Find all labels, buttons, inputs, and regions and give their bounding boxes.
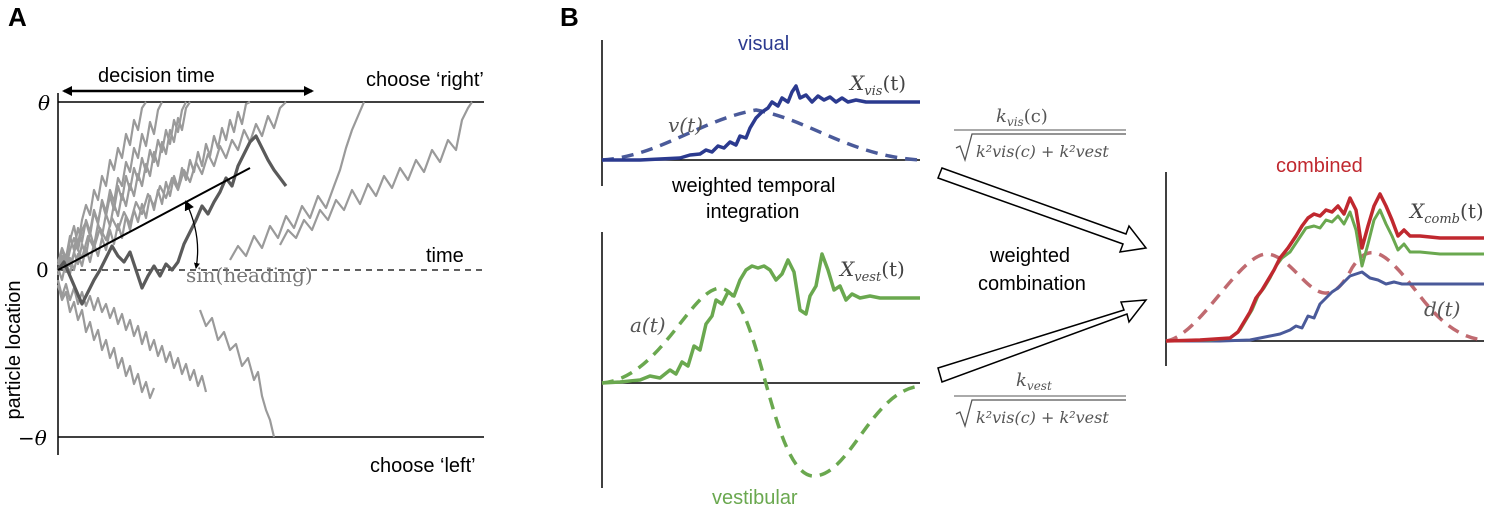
combined-plot: combined Xcomb(t) d(t) (1165, 155, 1485, 366)
choose-right-label: choose ‘right’ (366, 69, 484, 91)
time-label: time (426, 245, 464, 267)
hollow-arrow-from-visual (937, 167, 1148, 253)
y-axis-label: particle location (3, 281, 25, 420)
trace-8 (198, 309, 276, 438)
v-t-label: v(t) (668, 113, 703, 137)
combined-accumulation-trace (1165, 192, 1484, 343)
trace-1 (56, 101, 147, 266)
weighted-temporal-line1: weighted temporal (671, 175, 835, 197)
zero-label: 0 (36, 258, 49, 282)
panel-a: A decision time choose ‘right’ choose ‘l… (3, 2, 484, 477)
trace-5 (56, 101, 251, 276)
angle-label: sin(heading) (186, 263, 313, 287)
panel-b: B visual Xvis(t) v(t) weighted temporal … (560, 2, 1485, 509)
x-comb-label: Xcomb(t) (1408, 199, 1484, 227)
theta-label: θ (38, 91, 50, 115)
vestibular-weight-fraction: kvest k²vis(c) + k²vest (954, 370, 1126, 429)
trace-11 (229, 101, 366, 261)
frac-bottom-sqrt (955, 399, 1126, 429)
frac-bottom-denominator: k²vis(c) + k²vest (976, 408, 1109, 427)
vestibular-drive-dashed (601, 286, 921, 478)
decision-time-label: decision time (98, 65, 215, 87)
weighted-temporal-line2: integration (706, 201, 799, 223)
visual-accumulation-trace (602, 84, 920, 162)
visual-weight-fraction: kvis(c) k²vis(c) + k²vest (954, 106, 1126, 163)
vestibular-accumulation-trace (601, 252, 920, 385)
combined-visual-trace (1166, 270, 1484, 343)
combined-label: combined (1276, 155, 1363, 177)
x-vis-label: Xvis(t) (848, 71, 906, 99)
trace-10 (279, 101, 473, 246)
combined-vestibular-trace (1165, 208, 1484, 343)
angle-arc (184, 200, 200, 269)
neg-theta-label: −θ (18, 426, 47, 450)
weighted-combination-line1: weighted (989, 245, 1070, 267)
a-t-label: a(t) (630, 313, 666, 337)
trace-6 (56, 279, 208, 393)
frac-top-sqrt (955, 133, 1126, 163)
frac-top-numerator: kvis(c) (996, 106, 1048, 129)
diffusion-traces (56, 101, 473, 438)
visual-plot: visual Xvis(t) v(t) weighted temporal in… (601, 33, 921, 223)
trace-7 (56, 284, 156, 400)
panel-a-letter: A (8, 2, 27, 32)
vestibular-plot: Xvest(t) a(t) vestibular (601, 232, 921, 509)
drift-line (57, 167, 251, 271)
hollow-arrow-from-vestibular (937, 299, 1148, 383)
choose-left-label: choose ‘left’ (370, 455, 476, 477)
trace-9 (57, 101, 287, 271)
d-t-label: d(t) (1424, 297, 1460, 321)
frac-top-denominator: k²vis(c) + k²vest (976, 142, 1109, 161)
frac-bottom-numerator: kvest (1016, 370, 1052, 393)
x-vest-label: Xvest(t) (838, 257, 905, 285)
weighted-combination-line2: combination (978, 273, 1086, 295)
visual-label: visual (738, 33, 789, 55)
visual-drive-dashed (601, 108, 921, 162)
panel-b-letter: B (560, 2, 579, 32)
trace-4 (56, 101, 187, 263)
highlighted-trace (56, 134, 288, 306)
vestibular-label: vestibular (712, 487, 798, 509)
